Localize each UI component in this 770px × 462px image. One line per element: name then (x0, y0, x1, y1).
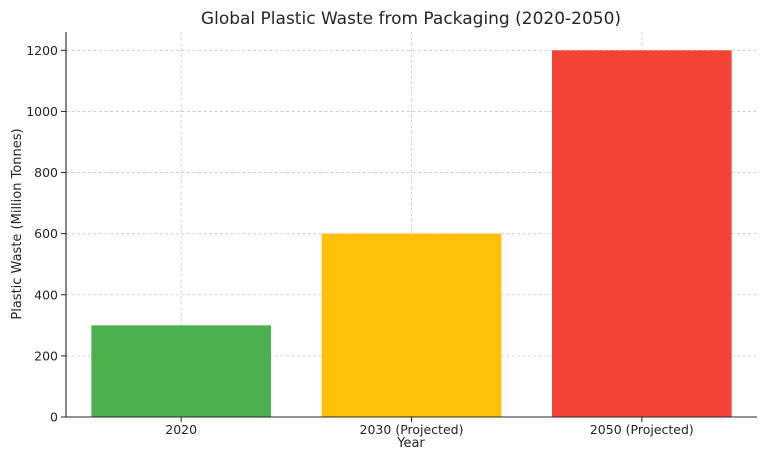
bar-2050-projected (552, 50, 732, 417)
x-tick-label: 2030 (Projected) (360, 422, 464, 437)
x-tick-label: 2020 (165, 422, 197, 437)
axis-layer: 0 200 400 600 800 1000 1200 2020 2030 (Projected… (26, 32, 757, 437)
bar-layer (91, 50, 732, 417)
y-tick-label: 400 (34, 287, 58, 302)
chart-title: Global Plastic Waste from Packaging (202… (201, 9, 621, 29)
x-axis-label: Year (396, 436, 425, 451)
y-tick-label: 200 (34, 348, 58, 363)
bar-2030-projected (321, 233, 502, 417)
y-axis-label: Plastic Waste (Million Tonnes) (10, 128, 25, 319)
y-tick-label: 1200 (26, 43, 58, 58)
y-tick-label: 0 (50, 410, 58, 425)
y-tick-label: 1000 (26, 104, 58, 119)
y-tick-label: 800 (34, 165, 58, 180)
bar-2020 (91, 325, 271, 417)
y-tick-label: 600 (34, 226, 58, 241)
x-tick-label: 2050 (Projected) (590, 422, 694, 437)
axis-spines (65, 32, 757, 418)
